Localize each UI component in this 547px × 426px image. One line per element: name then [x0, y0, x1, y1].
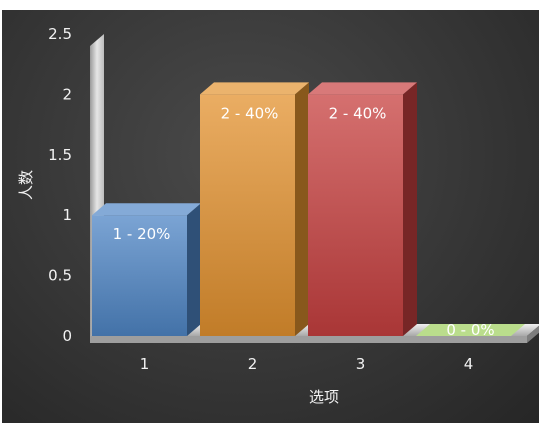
bar-top	[416, 324, 525, 336]
bar-side	[403, 82, 417, 337]
bar-top	[308, 82, 417, 95]
y-tick-label: 2	[62, 85, 72, 103]
x-axis-title: 选项	[309, 388, 339, 406]
y-tick-label: 0.5	[48, 267, 72, 285]
bar-side	[187, 203, 201, 336]
y-axis-title: 人数	[17, 170, 35, 200]
bar-top	[200, 82, 309, 95]
y-tick-label: 1	[62, 206, 72, 224]
data-label: 0 - 0%	[446, 321, 494, 339]
floor-front	[90, 336, 527, 343]
y-tick-label: 1.5	[48, 146, 72, 164]
y-axis-ticks: 0 0.5 1 1.5 2 2.5	[48, 25, 72, 345]
data-label: 1 - 20%	[113, 225, 171, 243]
bar-side	[295, 82, 309, 337]
bar-front	[200, 94, 295, 337]
x-tick-label: 4	[464, 355, 474, 373]
x-axis-ticks: 1 2 3 4	[140, 355, 474, 373]
x-tick-label: 1	[140, 355, 150, 373]
x-tick-label: 3	[356, 355, 366, 373]
data-label: 2 - 40%	[329, 104, 387, 122]
data-label: 2 - 40%	[221, 104, 279, 122]
bar-front	[92, 215, 187, 336]
data-labels: 1 - 20% 2 - 40% 2 - 40% 0 - 0%	[113, 104, 495, 339]
y-tick-label: 0	[62, 327, 72, 345]
floor-side	[527, 325, 539, 343]
bar-chart: 0 0.5 1 1.5 2 2.5 1 2 3 4 1 - 20% 2 - 40% 2 - 40% 0…	[17, 25, 539, 406]
bars	[92, 82, 525, 337]
y-tick-label: 2.5	[48, 25, 72, 43]
bar-top	[92, 203, 201, 216]
x-tick-label: 2	[248, 355, 258, 373]
bar-front	[308, 94, 403, 337]
